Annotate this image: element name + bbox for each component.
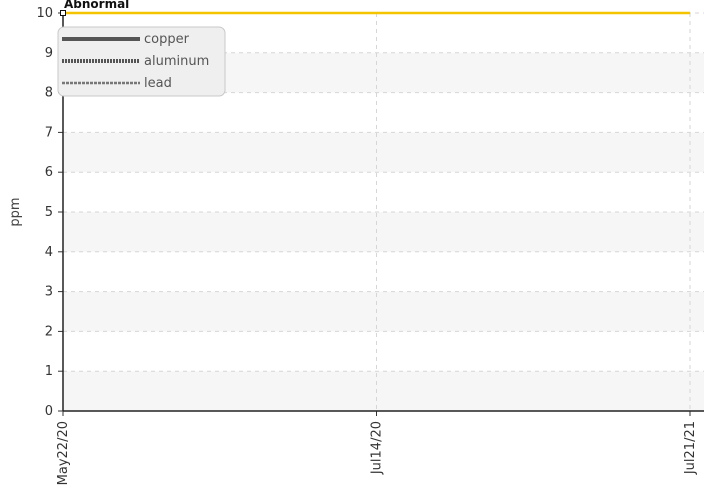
y-tick-label: 4 (45, 245, 53, 260)
y-tick-label: 10 (36, 6, 53, 21)
legend[interactable]: copper aluminum lead (57, 26, 226, 97)
y-tick-label: 9 (45, 46, 53, 61)
legend-label-lead[interactable]: lead (144, 76, 172, 91)
legend-label-copper[interactable]: copper (144, 32, 190, 47)
threshold-marker[interactable] (60, 10, 66, 16)
grid-bands (63, 52, 704, 411)
x-tick-label: May22/20 (56, 421, 71, 485)
y-tick-label: 0 (45, 404, 53, 419)
y-tick-label: 7 (45, 125, 53, 140)
grid-band (63, 132, 704, 173)
y-tick-label: 2 (45, 324, 53, 339)
threshold-label: Abnormal (64, 0, 129, 11)
x-tick-label: Jul14/20 (370, 421, 385, 475)
grid-band (63, 212, 704, 252)
y-tick-label: 8 (45, 86, 53, 101)
y-tick-label: 1 (45, 364, 53, 379)
threshold-line-group: Abnormal (60, 0, 690, 16)
y-tick-label: 6 (45, 165, 53, 180)
y-axis-title: ppm (8, 197, 23, 226)
y-tick-label: 3 (45, 285, 53, 300)
grid-band (63, 291, 704, 332)
grid-band (63, 371, 704, 411)
x-tick-label: Jul21/21 (683, 421, 698, 475)
x-axis-ticks: May22/20 Jul14/20 Jul21/21 (56, 411, 698, 485)
legend-box (57, 26, 226, 97)
legend-label-aluminum[interactable]: aluminum (144, 54, 209, 69)
y-tick-label: 5 (45, 205, 53, 220)
